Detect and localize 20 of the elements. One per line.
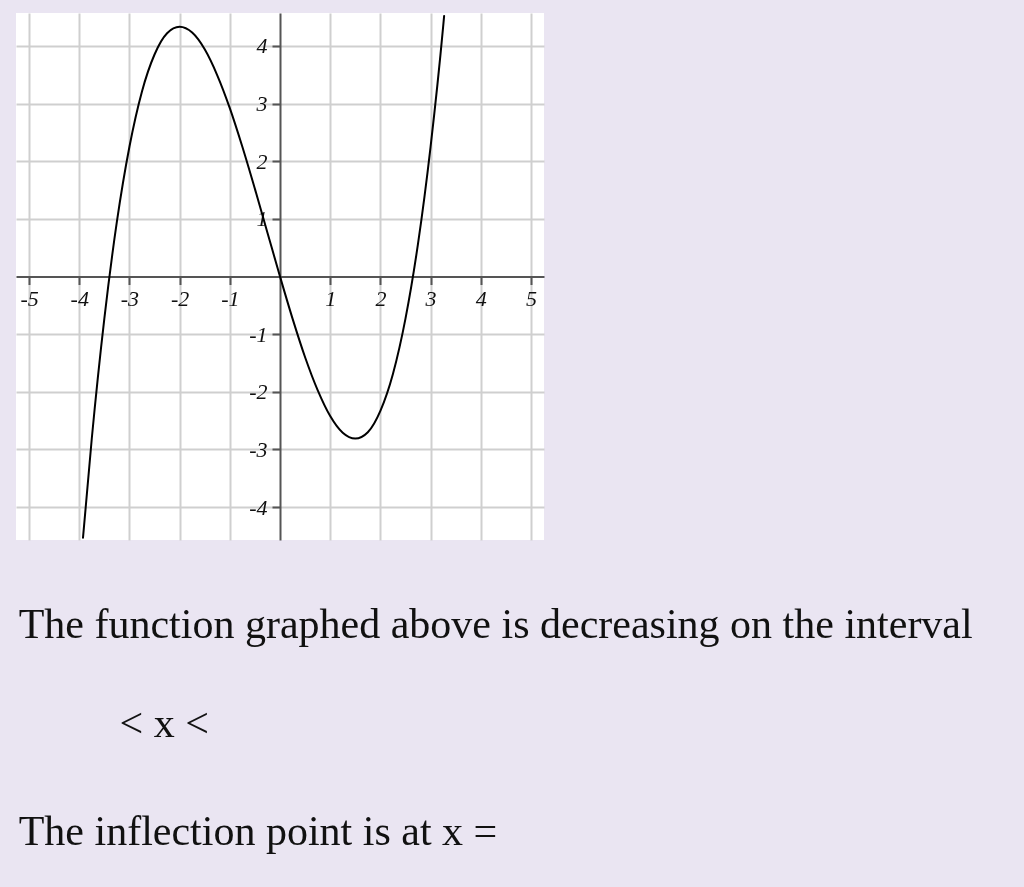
- y-tick-label: -4: [249, 494, 268, 520]
- x-tick-label: -2: [170, 286, 190, 311]
- y-tick-label: 2: [256, 148, 268, 174]
- y-tick-label: 3: [255, 91, 268, 117]
- x-tick-label: 2: [375, 286, 387, 311]
- y-tick-label: -3: [249, 436, 268, 462]
- x-tick-label: 1: [325, 286, 337, 311]
- x-tick-label: 4: [475, 286, 487, 311]
- x-tick-label: -1: [221, 286, 240, 311]
- text: The function graphed above is decreasing on the interval: [18, 600, 973, 647]
- text: < x <: [119, 700, 209, 746]
- x-tick-label: 5: [525, 286, 537, 311]
- text: The inflection point is at x =: [18, 807, 498, 854]
- x-tick-label: 3: [424, 286, 437, 311]
- y-tick-label: -1: [249, 321, 268, 347]
- y-tick-label: -2: [249, 379, 268, 405]
- y-tick-label: 4: [256, 33, 268, 59]
- x-tick-label: -3: [120, 286, 140, 311]
- x-tick-label: -5: [20, 286, 39, 311]
- x-tick-label: -4: [70, 286, 89, 311]
